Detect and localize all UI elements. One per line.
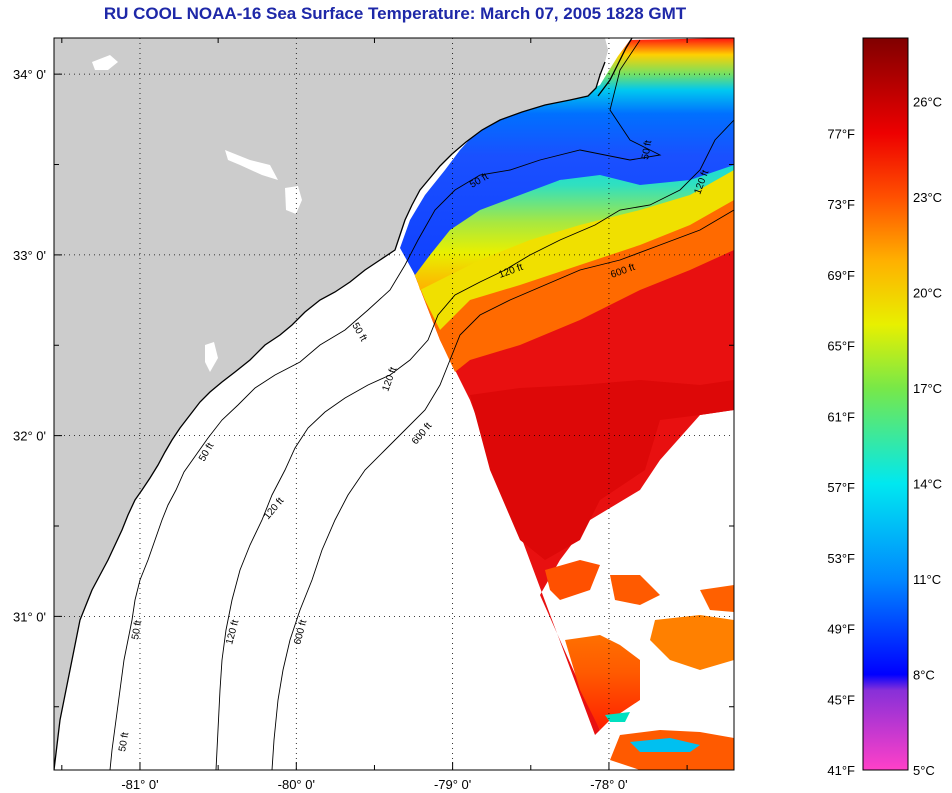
colorbar-fahrenheit-label-2: 69°F — [827, 268, 855, 283]
contour-600ft — [271, 209, 734, 770]
tick-label-lon-3: -78° 0' — [590, 777, 627, 792]
inland-lake-5 — [66, 700, 80, 722]
colorbar-celsius-label-6: 8°C — [913, 668, 935, 683]
contour-label-50-north: 50 ft — [640, 139, 654, 160]
colorbar-celsius-label-5: 11°C — [913, 572, 941, 587]
tick-label-lat-1: 33° 0' — [13, 248, 46, 263]
colorbar-celsius-label-7: 5°C — [913, 763, 935, 778]
colorbar-gradient — [863, 38, 908, 770]
map-ticks — [54, 38, 734, 770]
colorbar-celsius-label-3: 17°C — [913, 381, 942, 396]
tick-label-lon-1: -80° 0' — [278, 777, 315, 792]
map-frame — [53, 37, 735, 771]
sst-patch-south-3 — [610, 575, 660, 605]
sst-patch-south-4 — [650, 615, 734, 670]
colorbar-fahrenheit-label-8: 45°F — [827, 692, 855, 707]
sst-patch-south-8 — [605, 712, 630, 722]
sst-patch-south-7 — [630, 738, 700, 752]
colorbar-fahrenheit-label-7: 49°F — [827, 622, 855, 637]
map-tick-labels: -81° 0' -80° 0' -79° 0' -78° 0' 34° 0' 33° 0'… — [13, 67, 628, 792]
colorbar-fahrenheit-label-1: 73°F — [827, 197, 855, 212]
inland-lake-2 — [225, 150, 278, 180]
colorbar-fahrenheit-label-5: 57°F — [827, 480, 855, 495]
inland-lake-4 — [205, 342, 218, 372]
colorbar-fahrenheit-label-6: 53°F — [827, 551, 855, 566]
colorbar-celsius-label-4: 14°C — [913, 477, 942, 492]
sst-patch-south-2 — [565, 635, 640, 730]
colorbar-fahrenheit-label-9: 41°F — [827, 763, 855, 778]
sst-swath-nearshore — [400, 38, 734, 275]
land-mass — [54, 38, 608, 770]
colorbar-labels: 26°C 23°C 20°C 17°C 14°C 11°C 8°C 5°C 77°F 73°F 69… — [827, 95, 942, 778]
colorbar-celsius-label-2: 20°C — [913, 286, 942, 301]
tick-label-lat-3: 31° 0' — [13, 609, 46, 624]
map-gridlines — [54, 38, 734, 770]
inland-lake-3 — [285, 186, 302, 214]
contour-50ft — [109, 39, 662, 770]
barrier-island — [597, 38, 633, 97]
colorbar-celsius-label-0: 26°C — [913, 95, 942, 110]
sst-patch-south-1 — [545, 560, 600, 600]
tick-label-lon-0: -81° 0' — [121, 777, 158, 792]
colorbar-frame — [862, 37, 909, 771]
contour-120ft — [215, 119, 734, 770]
map-title: RU COOL NOAA-16 Sea Surface Temperature:… — [103, 4, 687, 23]
colorbar: 26°C 23°C 20°C 17°C 14°C 11°C 8°C 5°C 77°F 73°F 69… — [827, 37, 942, 778]
tick-label-lat-0: 34° 0' — [13, 67, 46, 82]
coastline — [54, 61, 606, 770]
sst-patch-south-5 — [700, 585, 734, 612]
contour-label-50-south2: 50 ft — [130, 619, 144, 640]
map-panel: 50 ft 50 ft 50 ft 50 ft 50 ft 50 ft 120 … — [13, 37, 735, 792]
colorbar-fahrenheit-label-0: 77°F — [827, 126, 855, 141]
tick-label-lon-2: -79° 0' — [434, 777, 471, 792]
colorbar-celsius-label-1: 23°C — [913, 190, 942, 205]
colorbar-fahrenheit-label-3: 65°F — [827, 339, 855, 354]
sst-swath-core — [470, 380, 734, 560]
colorbar-fahrenheit-label-4: 61°F — [827, 409, 855, 424]
inland-lake-1 — [92, 55, 118, 70]
contour-label-50-south3: 50 ft — [117, 731, 131, 752]
tick-label-lat-2: 32° 0' — [13, 429, 46, 444]
